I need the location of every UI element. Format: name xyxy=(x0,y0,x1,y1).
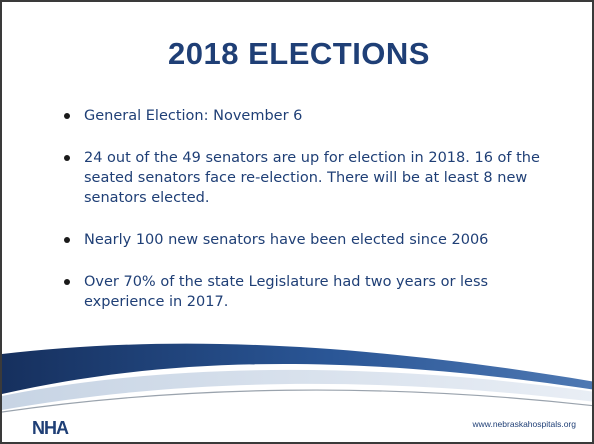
footer-url: www.nebraskahospitals.org xyxy=(472,419,576,429)
bullet-list: General Election: November 6 24 out of t… xyxy=(62,106,542,334)
svg-text:NHA: NHA xyxy=(32,418,69,438)
slide-title: 2018 ELECTIONS xyxy=(168,36,430,71)
bullet-item: Over 70% of the state Legislature had tw… xyxy=(62,272,542,312)
bullet-item: 24 out of the 49 senators are up for ele… xyxy=(62,148,542,208)
nha-logo: NHA xyxy=(32,418,70,438)
decorative-swoosh xyxy=(2,343,592,413)
bullet-item: General Election: November 6 xyxy=(62,106,542,126)
bullet-item: Nearly 100 new senators have been electe… xyxy=(62,230,542,250)
